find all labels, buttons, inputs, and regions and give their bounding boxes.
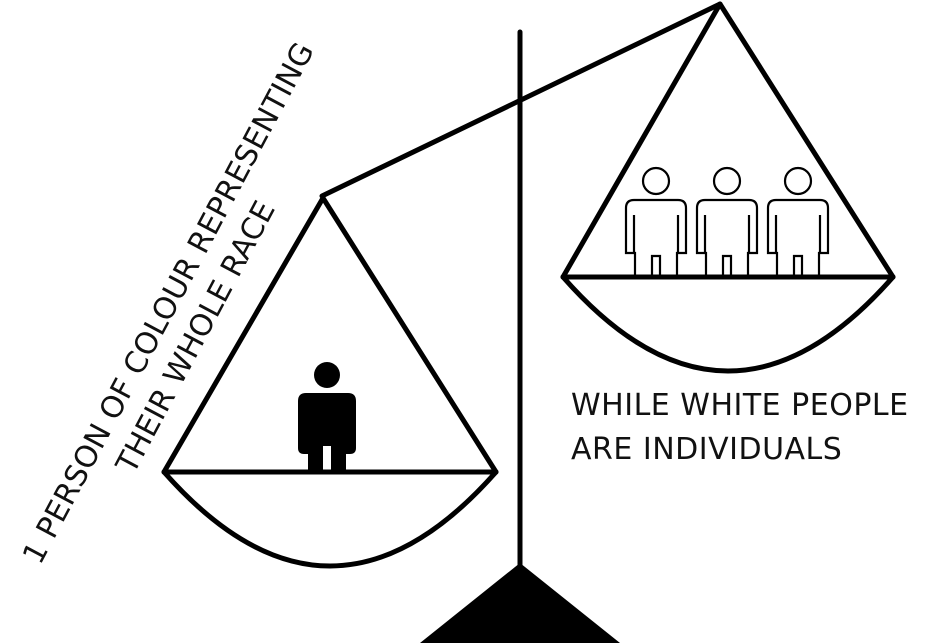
- right-caption-line-1: WHILE WHITE PEOPLE: [571, 388, 909, 423]
- left-pan: [161, 195, 499, 569]
- outlined-person-icon-3: [766, 166, 830, 279]
- outlined-person-icon-1: [624, 166, 688, 279]
- scale-base: [420, 563, 620, 643]
- solid-person-icon: [298, 362, 356, 474]
- right-pan: [560, 1, 896, 374]
- right-caption-line-2: ARE INDIVIDUALS: [571, 432, 842, 467]
- left-caption-line-1: 1 PERSON OF COLOUR REPRESENTING: [16, 37, 322, 570]
- outlined-person-icon-2: [695, 166, 759, 279]
- scale-beam: [319, 1, 723, 199]
